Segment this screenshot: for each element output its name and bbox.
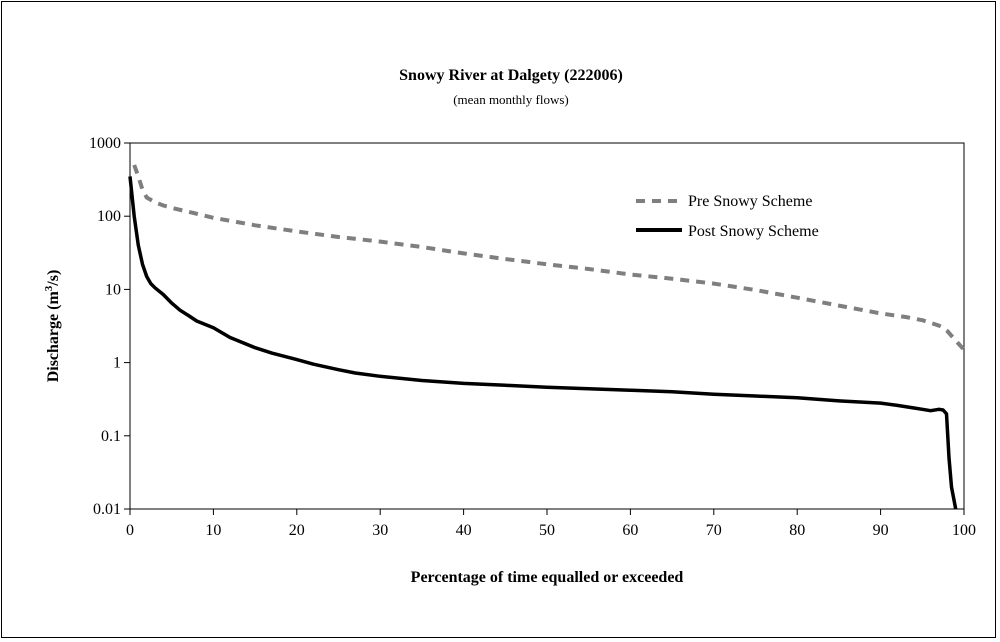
legend-label-pre: Pre Snowy Scheme xyxy=(688,193,812,210)
x-tick-label: 90 xyxy=(873,522,889,539)
x-tick-label: 50 xyxy=(539,522,555,539)
series-line-post xyxy=(128,176,958,510)
series-layer xyxy=(128,164,966,510)
y-tick-label: 1000 xyxy=(89,135,121,152)
x-tick-label: 30 xyxy=(372,522,388,539)
y-axis: 0.01 0.1 1 10 100 1000 xyxy=(89,135,130,518)
legend: Pre Snowy Scheme Post Snowy Scheme xyxy=(636,193,819,240)
y-tick-label: 100 xyxy=(97,208,121,225)
x-tick-label: 20 xyxy=(289,522,305,539)
x-tick-label: 40 xyxy=(456,522,472,539)
y-axis-title: Discharge (m3/s) xyxy=(43,270,62,383)
chart-subtitle: (mean monthly flows) xyxy=(453,92,569,107)
x-tick-label: 0 xyxy=(126,522,134,539)
chart-title: Snowy River at Dalgety (222006) xyxy=(399,67,623,84)
y-tick-label: 0.1 xyxy=(101,428,121,445)
y-tick-label: 1 xyxy=(113,355,121,372)
x-tick-label: 70 xyxy=(706,522,722,539)
x-tick-label: 100 xyxy=(952,522,976,539)
series-line-pre xyxy=(132,164,966,352)
x-tick-label: 10 xyxy=(205,522,221,539)
y-axis-title-main: Discharge (m xyxy=(45,291,62,383)
x-axis-title: Percentage of time equalled or exceeded xyxy=(411,569,684,586)
legend-label-post: Post Snowy Scheme xyxy=(688,223,819,240)
x-axis: 0 10 20 30 40 50 60 70 80 90 100 xyxy=(126,509,976,539)
y-tick-label: 0.01 xyxy=(93,501,121,518)
x-tick-label: 80 xyxy=(789,522,805,539)
y-axis-title-end: /s) xyxy=(45,270,62,287)
y-tick-label: 10 xyxy=(105,281,121,298)
y-axis-title-sup: 3 xyxy=(43,285,55,291)
plot-area xyxy=(129,142,965,510)
x-tick-label: 60 xyxy=(622,522,638,539)
